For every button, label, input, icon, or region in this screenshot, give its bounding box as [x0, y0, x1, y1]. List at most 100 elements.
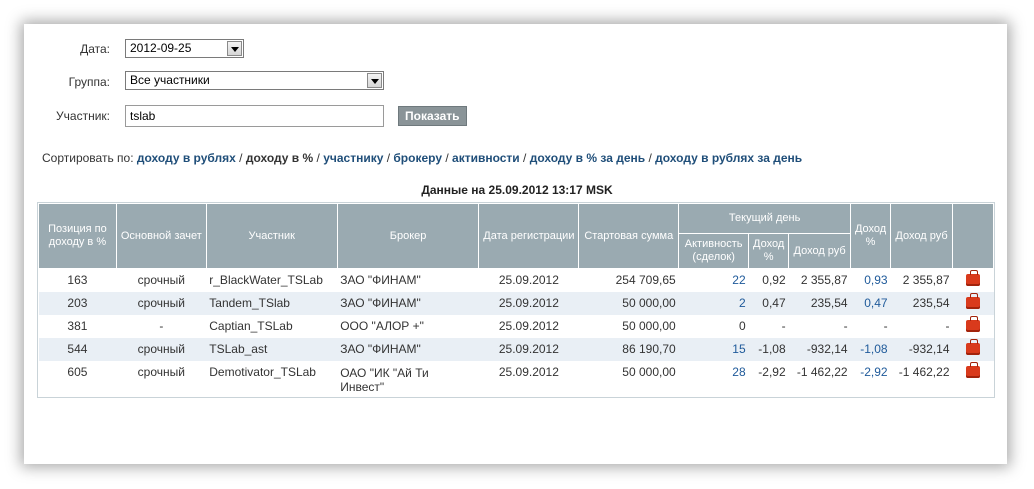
- cell-position: 605: [38, 360, 117, 396]
- chevron-down-icon[interactable]: [227, 41, 242, 56]
- col-current-day: Текущий день: [678, 203, 852, 234]
- cell-reg-date: 25.09.2012: [478, 314, 579, 338]
- cell-start-sum: 86 190,70: [578, 337, 679, 361]
- cell-activity[interactable]: 2: [678, 291, 749, 315]
- ranking-table: Позиция по доходу в % Основной зачет Уча…: [38, 203, 994, 396]
- cell-reg-date: 25.09.2012: [478, 291, 579, 315]
- sort-separator: /: [519, 151, 530, 165]
- cell-main-account: -: [116, 314, 207, 338]
- sort-by-activity-link[interactable]: активности: [452, 151, 520, 165]
- cell-reg-date: 25.09.2012: [478, 337, 579, 361]
- portfolio-bag-icon[interactable]: [966, 315, 980, 332]
- col-income-pct[interactable]: Доход %: [850, 203, 892, 269]
- cell-day-income-rub: -1 462,22: [788, 360, 851, 396]
- chevron-down-icon[interactable]: [367, 73, 382, 88]
- portfolio-bag-icon[interactable]: [966, 338, 980, 355]
- cell-start-sum: 50 000,00: [578, 360, 679, 396]
- member-label: Участник:: [56, 109, 110, 123]
- table-row: 381 - Captian_TSLab ООО "АЛОР +" 25.09.2…: [38, 314, 994, 338]
- sort-separator: /: [645, 151, 656, 165]
- cell-action: [952, 268, 994, 292]
- cell-member: Captian_TSLab: [206, 314, 338, 338]
- table-row: 605 срочный Demotivator_TSLab ОАО "ИК "А…: [38, 360, 994, 396]
- cell-position: 381: [38, 314, 117, 338]
- member-input[interactable]: [125, 105, 384, 127]
- cell-activity[interactable]: 28: [678, 360, 749, 396]
- sort-separator: /: [235, 151, 246, 165]
- cell-main-account: срочный: [116, 268, 207, 292]
- table-row: 203 срочный Tandem_TSlab ЗАО "ФИНАМ" 25.…: [38, 291, 994, 315]
- cell-start-sum: 254 709,65: [578, 268, 679, 292]
- sort-separator: /: [313, 151, 324, 165]
- sort-options: Сортировать по: доходу в рублях / доходу…: [42, 151, 802, 165]
- sort-by-pct-day-link[interactable]: доходу в % за день: [529, 151, 646, 165]
- cell-main-account: срочный: [116, 360, 207, 396]
- group-select[interactable]: Все участники: [125, 71, 384, 90]
- cell-position: 544: [38, 337, 117, 361]
- cell-member: TSLab_ast: [206, 337, 338, 361]
- cell-member: Tandem_TSlab: [206, 291, 338, 315]
- sort-separator: /: [442, 151, 453, 165]
- cell-main-account: срочный: [116, 291, 207, 315]
- cell-position: 203: [38, 291, 117, 315]
- cell-reg-date: 25.09.2012: [478, 268, 579, 292]
- table-row: 163 срочный r_BlackWater_TSLab ЗАО "ФИНА…: [38, 268, 994, 292]
- group-select-value: Все участники: [130, 73, 210, 87]
- portfolio-bag-icon[interactable]: [966, 269, 980, 286]
- cell-income-rub: -: [890, 314, 953, 338]
- cell-main-account: срочный: [116, 337, 207, 361]
- col-main-account: Основной зачет: [115, 203, 207, 269]
- cell-activity[interactable]: 22: [678, 268, 749, 292]
- cell-action: [952, 314, 994, 338]
- cell-member: r_BlackWater_TSLab: [206, 268, 338, 292]
- cell-day-income-rub: -: [788, 314, 851, 338]
- col-action: [952, 203, 994, 269]
- cell-income-pct[interactable]: -2,92: [850, 360, 891, 396]
- sort-separator: /: [383, 151, 394, 165]
- cell-income-pct[interactable]: 0,47: [850, 291, 891, 315]
- cell-income-pct[interactable]: -1,08: [850, 337, 891, 361]
- table-frame: [37, 202, 995, 398]
- sort-by-member-link[interactable]: участнику: [323, 151, 384, 165]
- cell-day-income-rub: 235,54: [788, 291, 851, 315]
- col-activity[interactable]: Активность (сделок): [678, 233, 750, 269]
- cell-income-pct: -: [850, 314, 891, 338]
- cell-day-income-rub: 2 355,87: [788, 268, 851, 292]
- sort-by-broker-link[interactable]: брокеру: [393, 151, 442, 165]
- cell-income-rub: 235,54: [890, 291, 953, 315]
- cell-day-income-pct: 0,92: [748, 268, 789, 292]
- cell-action: [952, 337, 994, 361]
- cell-broker: ОАО "ИК "Ай Ти Инвест": [337, 360, 479, 396]
- portfolio-bag-icon[interactable]: [966, 361, 980, 378]
- portfolio-bag-icon[interactable]: [966, 292, 980, 309]
- cell-income-pct[interactable]: 0,93: [850, 268, 891, 292]
- cell-income-rub: 2 355,87: [890, 268, 953, 292]
- col-position[interactable]: Позиция по доходу в %: [38, 203, 117, 269]
- cell-action: [952, 291, 994, 315]
- cell-day-income-pct: -1,08: [748, 337, 789, 361]
- col-broker[interactable]: Брокер: [336, 203, 480, 269]
- cell-day-income-pct: -: [748, 314, 789, 338]
- col-income-rub[interactable]: Доход руб: [890, 203, 953, 269]
- date-select-value: 2012-09-25: [130, 41, 192, 55]
- col-day-income-pct[interactable]: Доход %: [748, 233, 790, 269]
- cell-activity: 0: [678, 314, 749, 338]
- cell-day-income-pct: -2,92: [748, 360, 789, 396]
- cell-start-sum: 50 000,00: [578, 291, 679, 315]
- col-member[interactable]: Участник: [205, 203, 338, 269]
- group-label: Группа:: [68, 75, 110, 89]
- cell-broker: ЗАО "ФИНАМ": [337, 337, 479, 361]
- table-row: 544 срочный TSLab_ast ЗАО "ФИНАМ" 25.09.…: [38, 337, 994, 361]
- cell-start-sum: 50 000,00: [578, 314, 679, 338]
- sort-by-rub-day-link[interactable]: доходу в рублях за день: [655, 151, 803, 165]
- cell-action: [952, 360, 994, 396]
- sort-by-rub-link[interactable]: доходу в рублях: [136, 151, 236, 165]
- date-select[interactable]: 2012-09-25: [125, 39, 244, 58]
- date-label: Дата:: [80, 42, 110, 56]
- col-day-income-rub[interactable]: Доход руб: [788, 233, 852, 269]
- cell-broker: ЗАО "ФИНАМ": [337, 291, 479, 315]
- show-button[interactable]: Показать: [398, 106, 467, 126]
- cell-activity[interactable]: 15: [678, 337, 749, 361]
- cell-broker: ООО "АЛОР +": [337, 314, 479, 338]
- col-start-sum: Стартовая сумма: [578, 203, 680, 269]
